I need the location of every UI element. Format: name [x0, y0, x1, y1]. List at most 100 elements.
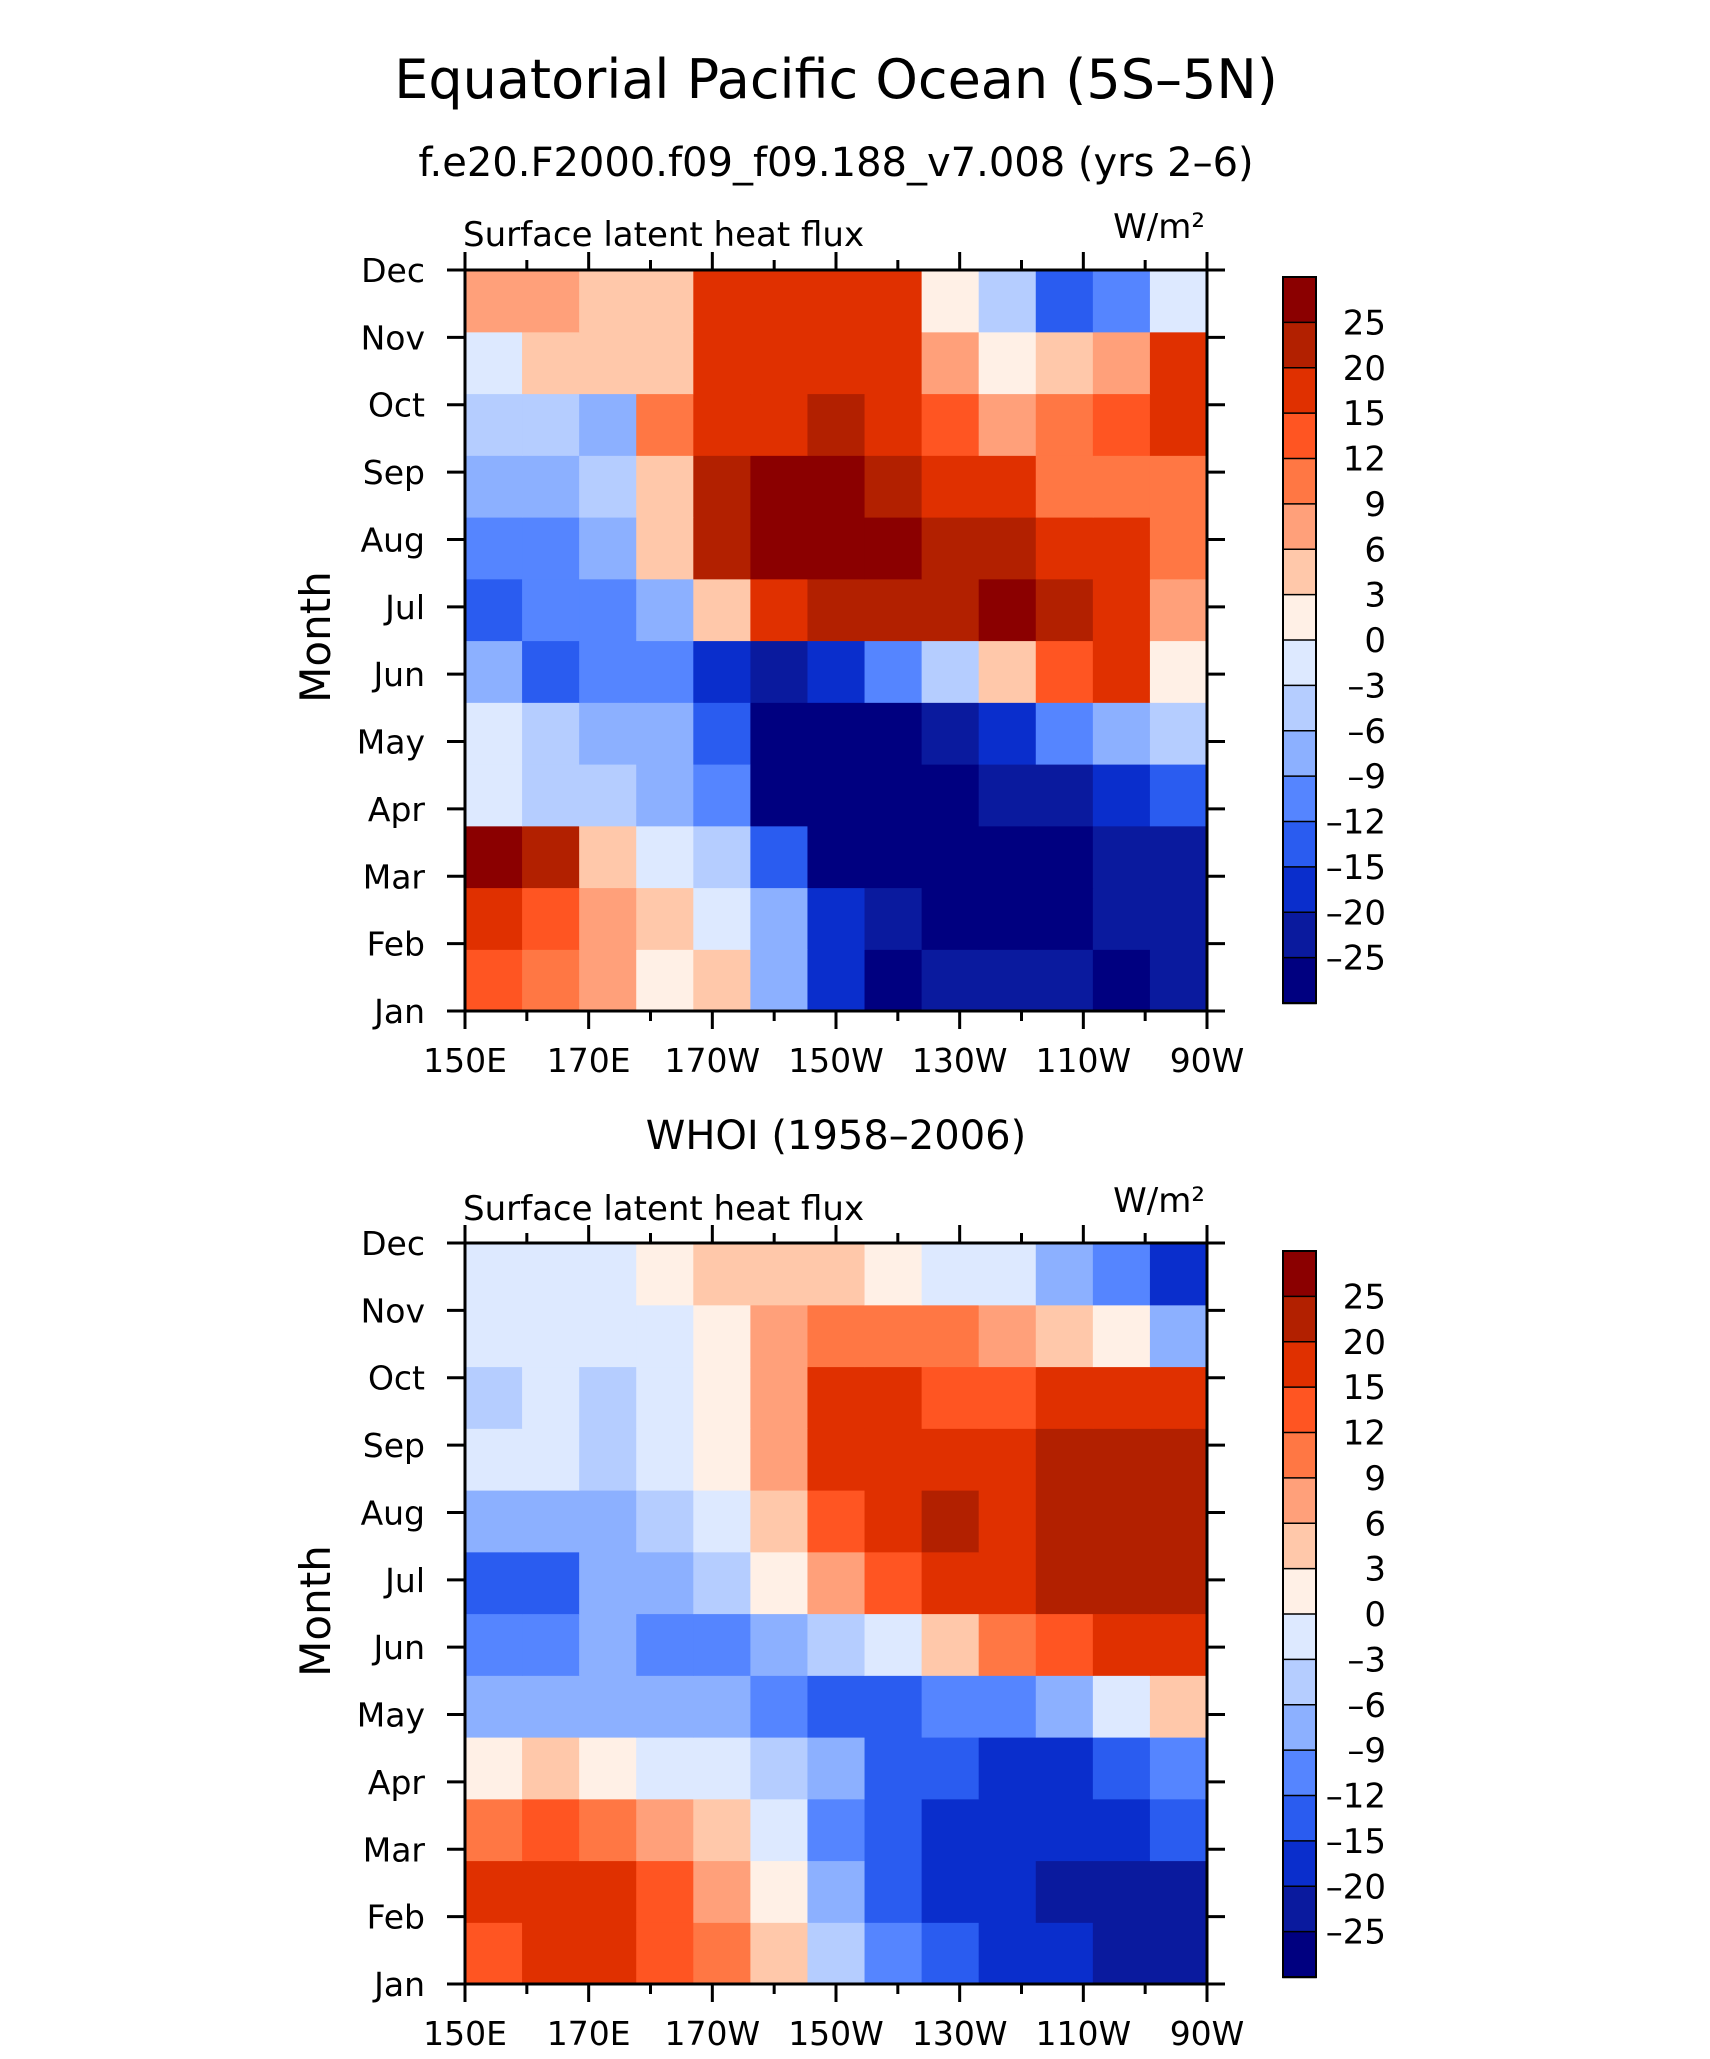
colorbar-swatch: [1282, 1250, 1317, 1298]
heatmap-cell: [978, 825, 1037, 889]
heatmap-cell: [522, 702, 580, 765]
heatmap-cell: [1092, 517, 1151, 580]
heatmap-cell: [522, 1243, 580, 1306]
y-tick-label: Sep: [363, 453, 425, 492]
heatmap-cell: [465, 764, 523, 827]
heatmap-cell: [978, 455, 1037, 518]
heatmap-cell: [579, 640, 637, 703]
heatmap-cell: [864, 1675, 923, 1738]
heatmap-cell: [1149, 949, 1208, 1012]
colorbar-swatch: [1282, 1613, 1317, 1661]
model-variable-label: Surface latent heat flux: [463, 215, 864, 255]
colorbar-swatch: [1282, 1477, 1317, 1525]
heatmap-cell: [1149, 764, 1208, 827]
heatmap-cell: [465, 578, 523, 642]
heatmap-cell: [522, 640, 580, 703]
heatmap-cell: [465, 887, 523, 950]
heatmap-cell: [636, 825, 694, 889]
heatmap-cell: [1035, 1551, 1094, 1615]
colorbar-swatch: [1282, 1522, 1317, 1570]
heatmap-cell: [1035, 702, 1094, 765]
colorbar-tick-label: –12: [1326, 1777, 1386, 1817]
y-tick-label: Jan: [372, 1965, 425, 2004]
heatmap-cell: [1149, 825, 1208, 889]
heatmap-cell: [1035, 270, 1094, 333]
heatmap-cell: [864, 825, 923, 889]
colorbar-swatch: [1282, 911, 1317, 959]
heatmap-cell: [1092, 949, 1151, 1012]
colorbar-tick-label: 3: [1364, 576, 1386, 616]
heatmap-cell: [522, 578, 580, 642]
heatmap-cell: [1092, 1675, 1151, 1738]
heatmap-cell: [1149, 887, 1208, 950]
heatmap-cell: [693, 887, 751, 950]
heatmap-cell: [1035, 517, 1094, 580]
heatmap-cell: [579, 1860, 637, 1923]
heatmap-cell: [750, 702, 809, 765]
heatmap-cell: [807, 949, 866, 1012]
heatmap-cell: [636, 1922, 694, 1985]
heatmap-cell: [864, 1798, 923, 1862]
heatmap-cell: [1035, 1366, 1094, 1429]
heatmap-cell: [921, 393, 980, 456]
observation-panel-title: WHOI (1958–2006): [646, 1113, 1026, 1159]
heatmap-cell: [864, 1490, 923, 1553]
heatmap-cell: [465, 949, 523, 1012]
colorbar-swatch: [1282, 1930, 1317, 1979]
heatmap-cell: [750, 331, 809, 395]
x-tick-label: 130W: [912, 2014, 1008, 2053]
y-tick-label: Jun: [371, 655, 425, 694]
y-tick-label: Feb: [367, 1898, 425, 1937]
heatmap-cell: [750, 1490, 809, 1553]
heatmap-cell: [636, 702, 694, 765]
colorbar-tick-label: –6: [1347, 712, 1386, 752]
heatmap-cell: [750, 517, 809, 580]
heatmap-cell: [693, 1798, 751, 1862]
model-plot-frame: [463, 268, 1209, 1013]
heatmap-cell: [1092, 455, 1151, 518]
colorbar-tick-label: –9: [1347, 757, 1386, 797]
x-tick-label: 170E: [547, 2014, 631, 2053]
heatmap-cell: [1035, 949, 1094, 1012]
heatmap-cell: [921, 887, 980, 950]
heatmap-cell: [864, 578, 923, 642]
heatmap-cell: [921, 331, 980, 395]
heatmap-cell: [579, 1490, 637, 1553]
heatmap-cell: [1035, 455, 1094, 518]
heatmap-cell: [921, 455, 980, 518]
heatmap-cell: [807, 702, 866, 765]
heatmap-cell: [921, 1675, 980, 1738]
heatmap-cell: [1149, 702, 1208, 765]
heatmap-cell: [522, 1737, 580, 1800]
colorbar-tick-label: –15: [1326, 1822, 1386, 1862]
colorbar-tick-label: 6: [1364, 530, 1386, 570]
heatmap-cell: [465, 1490, 523, 1553]
heatmap-cell: [978, 270, 1037, 333]
heatmap-cell: [750, 1860, 809, 1923]
heatmap-cell: [978, 331, 1037, 395]
colorbar-tick-label: 20: [1343, 349, 1386, 389]
y-tick-label: Jul: [383, 588, 425, 627]
heatmap-cell: [1092, 578, 1151, 642]
heatmap-cell: [636, 517, 694, 580]
y-tick-label: Feb: [367, 925, 425, 964]
heatmap-cell: [921, 1613, 980, 1676]
colorbar-tick-label: 12: [1343, 440, 1386, 480]
heatmap-cell: [1035, 1922, 1094, 1985]
heatmap-cell: [978, 1860, 1037, 1923]
heatmap-cell: [807, 1551, 866, 1615]
heatmap-cell: [579, 1798, 637, 1862]
heatmap-cell: [693, 1922, 751, 1985]
heatmap-cell: [636, 1613, 694, 1676]
heatmap-cell: [465, 640, 523, 703]
heatmap-cell: [1149, 1922, 1208, 1985]
heatmap-cell: [921, 1366, 980, 1429]
x-tick-label: 150W: [788, 1041, 884, 1080]
heatmap-cell: [522, 1304, 580, 1368]
heatmap-cell: [1149, 393, 1208, 456]
heatmap-cell: [1149, 578, 1208, 642]
y-tick-label: Oct: [368, 386, 425, 425]
heatmap-cell: [921, 1490, 980, 1553]
heatmap-cell: [1035, 331, 1094, 395]
heatmap-cell: [522, 764, 580, 827]
